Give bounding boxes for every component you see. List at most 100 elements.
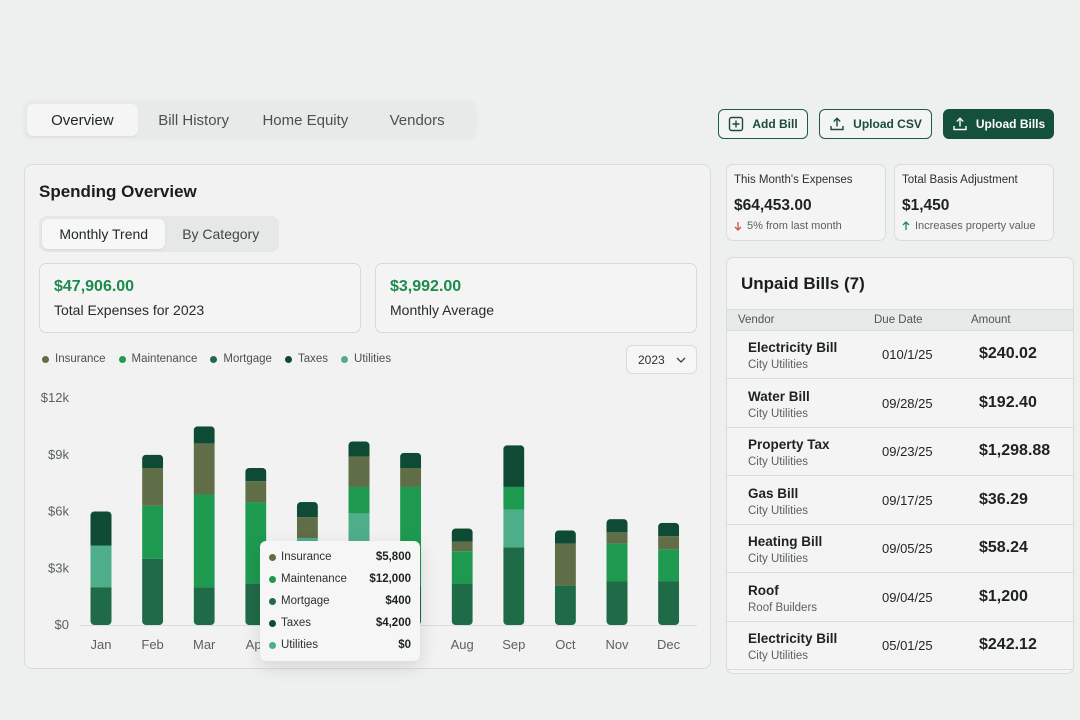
bar-segment-maintenance — [193, 494, 215, 588]
upload-bills-label: Upload Bills — [975, 117, 1046, 131]
bar-segment-mortgage — [554, 585, 576, 625]
legend-item-mortgage: Mortgage — [210, 353, 272, 365]
upload-bills-button[interactable]: Upload Bills — [943, 109, 1054, 139]
bar-stack-dec[interactable] — [658, 522, 680, 625]
bar-segment-taxes — [142, 454, 164, 468]
bill-amount: $58.24 — [979, 539, 1028, 556]
chart-legend: Insurance Maintenance Mortgage Taxes Uti… — [42, 353, 391, 365]
bill-due-date: 05/01/25 — [882, 638, 933, 653]
bar-stack-nov[interactable] — [606, 519, 628, 625]
tab-by-category[interactable]: By Category — [182, 226, 260, 242]
bar-segment-mortgage — [451, 583, 473, 625]
bar-segment-insurance — [348, 456, 370, 487]
x-tick-label: Dec — [657, 637, 681, 652]
legend-dot-utilities — [341, 355, 349, 363]
bill-due-date: 09/05/25 — [882, 541, 933, 556]
bar-segment-taxes — [90, 511, 112, 546]
bar-stack-jan[interactable] — [90, 511, 112, 626]
bar-stack-aug[interactable] — [451, 528, 473, 625]
this-month-expenses-card: This Month's Expenses $64,453.00 5% from… — [726, 164, 886, 241]
bar-segment-maintenance — [658, 549, 680, 582]
year-select[interactable]: 2023 — [626, 345, 697, 374]
tooltip-label: Utilities — [281, 639, 319, 651]
basis-change-text: Increases property value — [915, 220, 1036, 232]
bill-vendor: City Utilities — [748, 650, 809, 662]
y-tick-label: $6k — [48, 504, 69, 519]
bar-segment-maintenance — [606, 543, 628, 582]
legend-dot-maintenance — [118, 355, 126, 363]
bar-segment-mortgage — [90, 587, 112, 625]
table-row[interactable]: Electricity Bill City Utilities 010/1/25… — [727, 331, 1073, 379]
expenses-change-text: 5% from last month — [747, 220, 842, 232]
table-row[interactable]: Heating Bill City Utilities 09/05/25 $58… — [727, 525, 1073, 573]
bar-segment-utilities — [503, 509, 525, 548]
legend-item-insurance: Insurance — [42, 353, 106, 365]
legend-dot-mortgage — [210, 355, 218, 363]
tooltip-label-wrap: Maintenance — [269, 573, 347, 585]
bill-vendor: City Utilities — [748, 553, 809, 565]
bar-stack-oct[interactable] — [554, 530, 576, 625]
legend-item-utilities: Utilities — [341, 353, 391, 365]
x-tick-label: Feb — [141, 637, 163, 652]
table-row[interactable]: Gas Bill City Utilities 09/17/25 $36.29 — [727, 477, 1073, 525]
upload-csv-button[interactable]: Upload CSV — [819, 109, 932, 139]
unpaid-bills-card: Unpaid Bills (7) Vendor Due Date Amount … — [726, 257, 1074, 674]
y-tick-label: $9k — [48, 447, 69, 462]
basis-value: $1,450 — [902, 197, 950, 214]
tab-home-equity[interactable]: Home Equity — [262, 111, 349, 129]
table-row[interactable]: Electricity Bill City Utilities 05/01/25… — [727, 622, 1073, 670]
tooltip-row-utilities: Utilities $0 — [269, 634, 411, 656]
tooltip-dot-taxes — [269, 619, 276, 627]
bill-due-date: 09/04/25 — [882, 590, 933, 605]
bar-segment-mortgage — [606, 581, 628, 625]
x-tick-label: Aug — [451, 637, 474, 652]
bar-segment-taxes — [554, 530, 576, 544]
tab-vendors[interactable]: Vendors — [389, 111, 445, 129]
x-tick-label: Oct — [555, 637, 576, 652]
bar-segment-taxes — [606, 519, 628, 533]
bar-stack-mar[interactable] — [193, 426, 215, 625]
table-row[interactable]: Property Tax City Utilities 09/23/25 $1,… — [727, 428, 1073, 476]
upload-csv-label: Upload CSV — [853, 117, 922, 131]
legend-item-maintenance: Maintenance — [118, 353, 197, 365]
x-tick-label: Nov — [605, 637, 629, 652]
bar-stack-feb[interactable] — [142, 454, 164, 625]
bar-segment-insurance — [658, 536, 680, 550]
tooltip-dot-insurance — [269, 553, 276, 561]
unpaid-bills-title: Unpaid Bills (7) — [741, 274, 865, 293]
add-bill-button[interactable]: Add Bill — [718, 109, 808, 139]
tab-monthly-trend[interactable]: Monthly Trend — [42, 219, 166, 249]
tooltip-row-taxes: Taxes $4,200 — [269, 612, 411, 634]
bar-segment-taxes — [348, 441, 370, 457]
bill-vendor: City Utilities — [748, 505, 809, 517]
bill-amount: $240.02 — [979, 345, 1037, 362]
y-tick-label: $0 — [55, 617, 69, 632]
bar-segment-mortgage — [503, 547, 525, 625]
bar-segment-maintenance — [348, 486, 370, 514]
bar-segment-utilities — [90, 545, 112, 588]
bar-segment-maintenance — [503, 486, 525, 510]
chart-view-tabs: Monthly Trend By Category — [39, 216, 279, 252]
tooltip-label-wrap: Insurance — [269, 551, 332, 563]
bills-table-header: Vendor Due Date Amount — [727, 309, 1073, 331]
table-row[interactable]: Water Bill City Utilities 09/28/25 $192.… — [727, 380, 1073, 428]
bar-segment-taxes — [245, 467, 267, 482]
basis-adjustment-card: Total Basis Adjustment $1,450 Increases … — [894, 164, 1054, 241]
bill-amount: $192.40 — [979, 394, 1037, 411]
bill-vendor: City Utilities — [748, 408, 809, 420]
monthly-average-value: $3,992.00 — [390, 278, 462, 295]
tooltip-value: $4,200 — [375, 617, 411, 629]
tooltip-value: $400 — [385, 595, 411, 607]
table-row[interactable]: Roof Roof Builders 09/04/25 $1,200 — [727, 574, 1073, 622]
tab-overview[interactable]: Overview — [27, 104, 138, 136]
tooltip-label-wrap: Taxes — [269, 617, 311, 629]
total-expenses-stat: $47,906.00 Total Expenses for 2023 — [39, 263, 361, 333]
year-select-value: 2023 — [638, 352, 665, 367]
bar-segment-mortgage — [658, 581, 680, 625]
tooltip-dot-mortgage — [269, 597, 276, 605]
y-tick-label: $3k — [48, 560, 69, 575]
tab-bill-history[interactable]: Bill History — [158, 111, 230, 129]
bill-due-date: 09/23/25 — [882, 444, 933, 459]
bar-stack-sep[interactable] — [503, 445, 525, 625]
bar-segment-maintenance — [142, 505, 164, 559]
